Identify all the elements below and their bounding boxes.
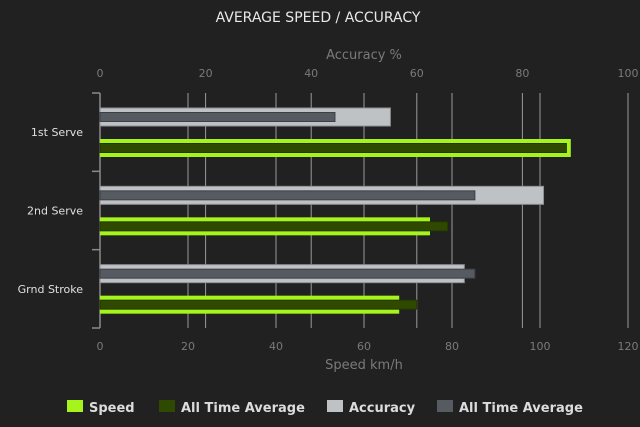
- legend-label: All Time Average: [459, 401, 583, 416]
- bottom-tick-label: 20: [181, 340, 195, 353]
- bottom-tick-label: 0: [97, 340, 104, 353]
- legend-swatch: [327, 400, 343, 412]
- accuracy-average-bar: [99, 190, 476, 201]
- bottom-tick-label: 120: [618, 340, 639, 353]
- legend-swatch: [437, 400, 453, 412]
- category-label: 2nd Serve: [27, 205, 83, 218]
- legend-swatch: [159, 400, 175, 412]
- legend-label: Accuracy: [349, 401, 416, 416]
- bottom-axis-label: Speed km/h: [325, 358, 403, 373]
- legend-swatch: [67, 400, 83, 412]
- speed-average-bar: [99, 143, 567, 153]
- accuracy-average-bar: [99, 112, 336, 122]
- category-label: 1st Serve: [31, 126, 83, 139]
- top-tick-label: 100: [618, 67, 639, 80]
- bottom-tick-label: 100: [530, 340, 551, 353]
- category-label: Grnd Stroke: [18, 283, 84, 296]
- legend-label: Speed: [89, 401, 135, 416]
- top-axis-label: Accuracy %: [326, 48, 402, 63]
- legend-label: All Time Average: [181, 401, 305, 416]
- top-tick-label: 0: [97, 67, 104, 80]
- bottom-tick-label: 40: [269, 340, 283, 353]
- bottom-tick-label: 60: [357, 340, 371, 353]
- top-tick-label: 40: [304, 67, 318, 80]
- accuracy-average-bar: [99, 268, 476, 279]
- bottom-tick-label: 80: [445, 340, 459, 353]
- top-tick-label: 60: [410, 67, 424, 80]
- speed-average-bar: [99, 221, 449, 232]
- chart-title: AVERAGE SPEED / ACCURACY: [216, 10, 421, 26]
- top-tick-label: 20: [199, 67, 213, 80]
- top-tick-label: 80: [515, 67, 529, 80]
- speed-average-bar: [99, 299, 418, 310]
